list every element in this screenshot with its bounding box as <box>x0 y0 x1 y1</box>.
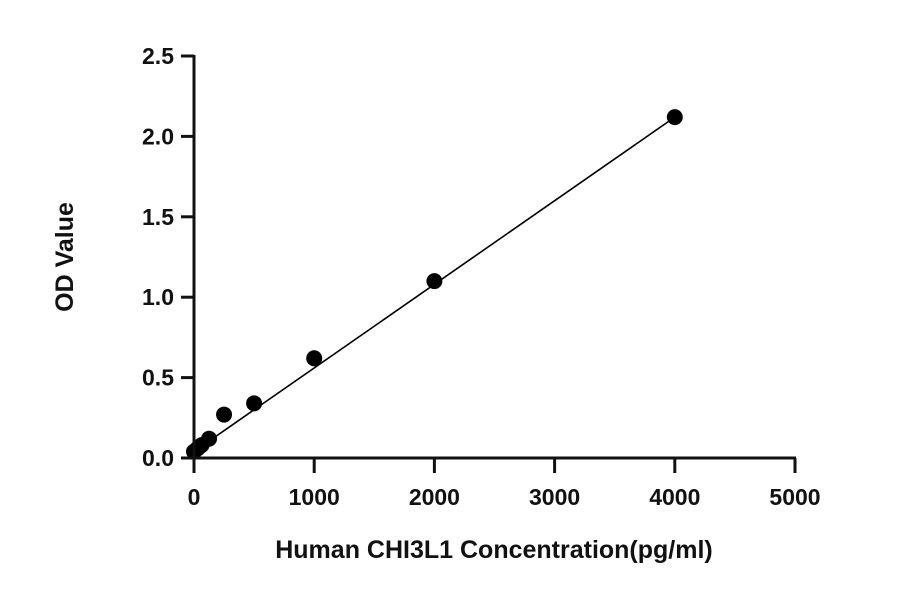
y-axis-ticks: 0.0 0.5 1.0 1.5 2.0 2.5 <box>142 43 194 471</box>
x-tick-label: 1000 <box>289 484 340 510</box>
x-tick-label: 0 <box>188 484 201 510</box>
data-point <box>306 350 323 367</box>
data-point <box>246 395 263 412</box>
y-tick-label: 2.0 <box>142 123 174 149</box>
x-tick-label: 2000 <box>409 484 460 510</box>
y-tick-label: 0.5 <box>142 365 174 391</box>
axes <box>192 55 796 460</box>
data-point <box>216 406 233 423</box>
y-tick-label: 0.0 <box>142 445 174 471</box>
data-point <box>201 430 218 447</box>
y-tick-label: 1.0 <box>142 284 174 310</box>
y-axis-title: OD Value <box>51 202 79 312</box>
x-axis-ticks: 0 1000 2000 3000 4000 5000 <box>188 458 821 510</box>
x-axis-title: Human CHI3L1 Concentration(pg/ml) <box>275 536 713 564</box>
data-point <box>426 273 443 290</box>
y-tick-label: 1.5 <box>142 204 174 230</box>
data-points <box>186 109 683 460</box>
data-point <box>666 109 683 126</box>
y-tick-label: 2.5 <box>142 43 174 69</box>
x-tick-label: 4000 <box>649 484 700 510</box>
x-tick-label: 3000 <box>529 484 580 510</box>
x-tick-label: 5000 <box>769 484 820 510</box>
